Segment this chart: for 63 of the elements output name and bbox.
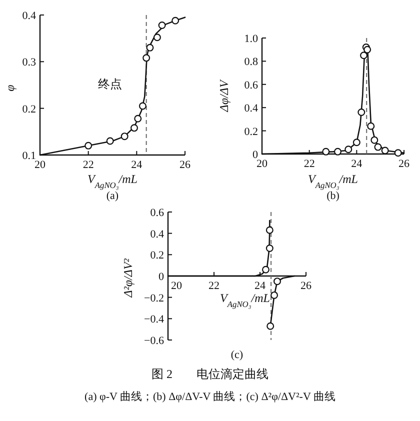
text: (a) bbox=[106, 190, 119, 202]
point bbox=[130, 124, 138, 132]
x-tick-label: 20 bbox=[256, 158, 268, 170]
y-tick-label: 0.2 bbox=[244, 126, 258, 138]
x-tick-label: 24 bbox=[254, 280, 266, 292]
point bbox=[381, 146, 389, 154]
point bbox=[172, 16, 180, 24]
y-tick-label: 0 bbox=[158, 271, 164, 283]
point bbox=[352, 138, 360, 146]
y-axis-title: Δ²φ/ΔV² bbox=[121, 258, 135, 298]
point bbox=[120, 132, 128, 140]
y-tick-label: 0.8 bbox=[244, 56, 258, 68]
y-tick-label: −0.2 bbox=[144, 292, 164, 304]
point bbox=[334, 148, 342, 156]
y-tick-label: 1.0 bbox=[244, 33, 258, 45]
y-tick-label: 0.4 bbox=[150, 228, 164, 240]
y-tick-label: 0.1 bbox=[22, 150, 36, 162]
x-tick-label: 26 bbox=[180, 159, 191, 171]
point bbox=[322, 148, 330, 156]
y-tick-label: −0.6 bbox=[144, 335, 164, 347]
x-axis-title: V$_{AgNO₃}$/mL bbox=[308, 172, 358, 190]
y-tick-label: 0.6 bbox=[150, 207, 164, 219]
x-tick-label: 20 bbox=[171, 280, 182, 292]
y-tick-label: 0 bbox=[252, 149, 258, 161]
point bbox=[142, 54, 150, 62]
point bbox=[153, 34, 161, 42]
point bbox=[134, 114, 142, 122]
x-tick-label: 26 bbox=[300, 280, 312, 292]
x-tick-label: 22 bbox=[82, 159, 94, 171]
point bbox=[106, 137, 114, 145]
point bbox=[358, 108, 366, 116]
x-tick-label: 20 bbox=[34, 159, 46, 171]
point bbox=[138, 102, 146, 110]
text: (a) φ-V 曲线；(b) Δφ/ΔV-V 曲线；(c) Δ²φ/ΔV²-V 曲线 bbox=[84, 390, 336, 403]
point bbox=[370, 136, 378, 144]
text: (b) bbox=[326, 190, 340, 202]
y-tick-label: 0.2 bbox=[22, 103, 36, 116]
x-tick-label: 24 bbox=[351, 158, 363, 170]
x-tick-label: 24 bbox=[131, 159, 143, 171]
y-axis-title: Δφ/ΔV bbox=[217, 78, 231, 113]
y-tick-label: 0.6 bbox=[244, 79, 258, 92]
point bbox=[158, 22, 166, 30]
point bbox=[374, 143, 382, 151]
x-axis-title: V$_{AgNO₃}$/mL bbox=[220, 291, 270, 308]
y-axis-title: φ bbox=[3, 84, 17, 92]
point bbox=[360, 52, 368, 60]
y-tick-label: 0.4 bbox=[244, 102, 258, 115]
point bbox=[394, 149, 402, 157]
point bbox=[367, 122, 375, 130]
point bbox=[146, 44, 154, 52]
y-tick-label: 0.4 bbox=[22, 10, 36, 22]
x-axis-title: V$_{AgNO₃}$/mL bbox=[88, 172, 138, 190]
x-tick-label: 26 bbox=[398, 158, 410, 170]
y-tick-label: −0.4 bbox=[144, 314, 164, 326]
text: 图 2 电位滴定曲线 bbox=[152, 367, 268, 381]
x-tick-label: 22 bbox=[208, 280, 220, 292]
point bbox=[344, 146, 352, 154]
point bbox=[84, 142, 92, 150]
y-tick-label: 0.2 bbox=[150, 250, 164, 262]
x-tick-label: 22 bbox=[304, 158, 315, 170]
y-tick-label: 0.3 bbox=[22, 56, 36, 69]
text: (c) bbox=[230, 349, 244, 361]
annotation: 终点 bbox=[98, 77, 122, 91]
